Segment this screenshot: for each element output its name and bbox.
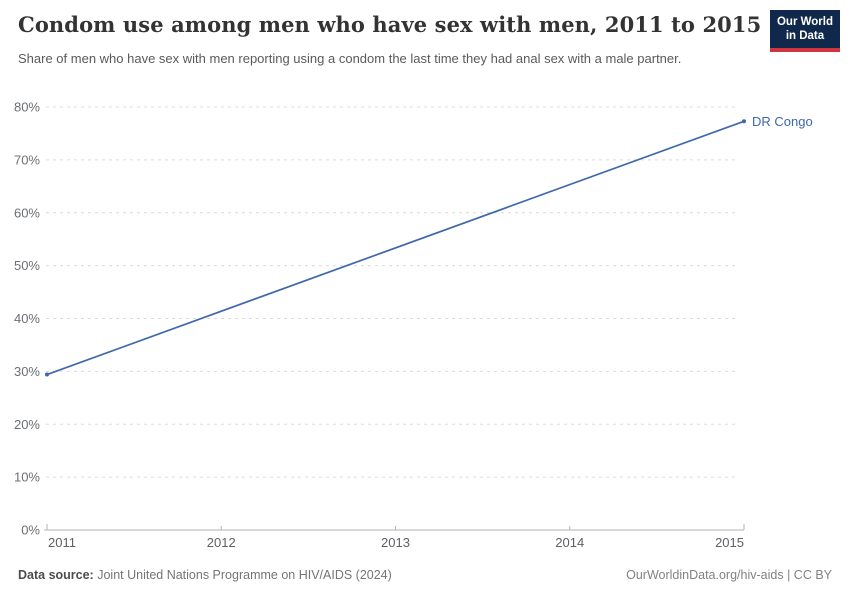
x-tick-label: 2011 [48, 535, 76, 550]
y-tick-label: 60% [14, 205, 40, 220]
y-tick-label: 20% [14, 417, 40, 432]
data-point [45, 372, 49, 377]
x-tick-label: 2015 [715, 535, 744, 550]
y-tick-label: 40% [14, 311, 40, 326]
y-tick-label: 30% [14, 364, 40, 379]
data-source-value: Joint United Nations Programme on HIV/AI… [97, 568, 392, 582]
x-tick-label: 2014 [555, 535, 584, 550]
y-tick-label: 50% [14, 258, 40, 273]
x-tick-label: 2012 [207, 535, 236, 550]
page-title: Condom use among men who have sex with m… [18, 12, 762, 37]
data-point [742, 119, 746, 124]
x-tick-label: 2013 [381, 535, 410, 550]
data-source-label: Data source: [18, 568, 94, 582]
owid-logo-text: Our World in Data [776, 15, 833, 42]
y-tick-label: 80% [14, 100, 40, 115]
chart-footer: Data source: Joint United Nations Progra… [18, 568, 832, 582]
y-tick-label: 10% [14, 470, 40, 485]
license-note: OurWorldinData.org/hiv-aids | CC BY [626, 568, 832, 582]
y-tick-label: 70% [14, 152, 40, 167]
chart-subtitle: Share of men who have sex with men repor… [18, 51, 682, 66]
data-source: Data source: Joint United Nations Progra… [18, 568, 392, 582]
y-tick-label: 0% [21, 523, 40, 538]
series-label: DR Congo [752, 114, 813, 129]
trend-line [46, 120, 745, 376]
owid-logo: Our World in Data [770, 10, 840, 52]
